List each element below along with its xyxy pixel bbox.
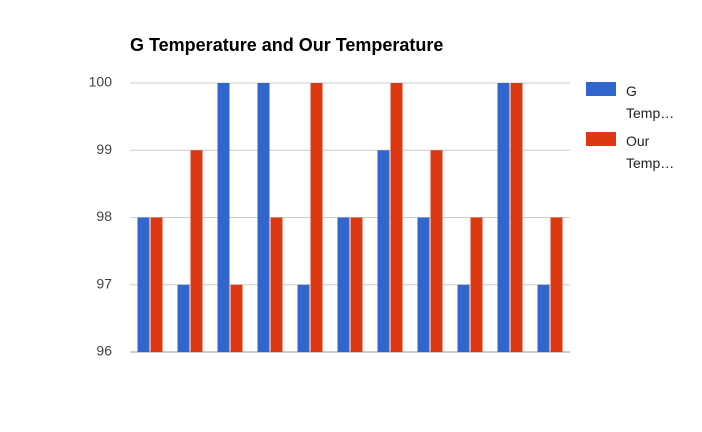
bar [390,83,403,352]
bar [217,83,230,352]
y-tick-label: 99 [96,141,112,157]
bar [430,150,443,352]
chart-title: G Temperature and Our Temperature [130,35,443,55]
y-tick-label: 98 [96,208,112,224]
y-tick-label: 96 [96,343,112,359]
y-tick-label: 97 [96,275,112,291]
legend-swatch [586,132,616,146]
bar [470,217,483,352]
bar [510,83,523,352]
bar [230,284,243,352]
legend-label: G Temp… [626,83,675,121]
y-tick-label: 100 [89,74,113,90]
bar [350,217,363,352]
bar [377,150,390,352]
bar [297,284,310,352]
bar [417,217,430,352]
bar [337,217,350,352]
bar [270,217,283,352]
bar [257,83,270,352]
bar [550,217,563,352]
bar [190,150,203,352]
bar [497,83,510,352]
bar [457,284,470,352]
bar [537,284,550,352]
bar [137,217,150,352]
bar [150,217,163,352]
bar [177,284,190,352]
bar [310,83,323,352]
legend-swatch [586,82,616,96]
legend-label: Our Temp… [626,133,675,171]
